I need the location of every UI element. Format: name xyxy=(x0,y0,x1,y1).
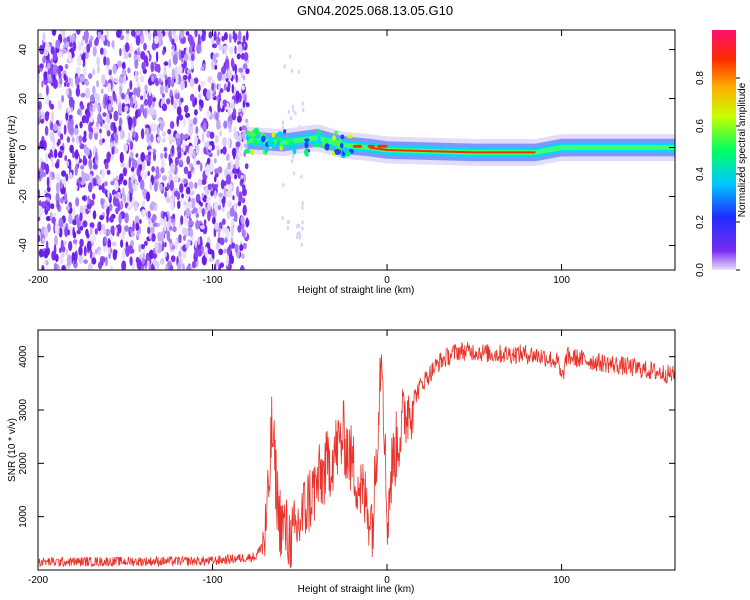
snr-panel: -200 -100 0 100 1000 2000 3000 4000 Height of … xyxy=(7,329,676,595)
signal-band-mid xyxy=(247,132,675,158)
snr-ylabel: SNR (10 * v/v) xyxy=(7,418,18,482)
colorbar-label: Normalized spectral amplitude xyxy=(737,82,748,217)
spectrogram-ylabel: Frequency (Hz) xyxy=(7,116,18,185)
colorbar-tick-label: 0.4 xyxy=(695,167,706,181)
colorbar-tick-label: 0.8 xyxy=(695,71,706,85)
x-tick-label: 0 xyxy=(384,575,390,586)
chart-title: GN04.2025.068.13.05.G10 xyxy=(297,3,453,18)
spectrogram-xlabel: Height of straight line (km) xyxy=(298,285,415,296)
colorbar-tick-label: 0.2 xyxy=(695,215,706,229)
noise-region xyxy=(38,30,305,270)
y-tick-label: 1000 xyxy=(18,505,29,528)
y-tick-label: 40 xyxy=(18,44,29,56)
x-tick-label: -100 xyxy=(203,575,223,586)
y-tick-label: 2000 xyxy=(18,452,29,475)
colorbar-scale xyxy=(712,30,736,270)
y-tick-label: -40 xyxy=(18,238,29,253)
y-tick-label: 3000 xyxy=(18,398,29,421)
x-tick-label: -100 xyxy=(203,275,223,286)
signal-band xyxy=(244,124,675,166)
x-tick-label: 100 xyxy=(553,575,570,586)
colorbar-tick-label: 0.0 xyxy=(695,263,706,277)
y-tick-label: 0 xyxy=(18,144,29,150)
x-tick-label: 0 xyxy=(384,275,390,286)
signal-band-core xyxy=(369,146,536,154)
y-tick-label: 20 xyxy=(18,93,29,105)
signal-band-outer xyxy=(247,128,675,162)
x-tick-label: -200 xyxy=(28,575,48,586)
y-tick-label: 4000 xyxy=(18,345,29,368)
colorbar-tick-label: 0.6 xyxy=(695,119,706,133)
colorbar: 0.0 0.2 0.4 0.6 0.8 Normalized spectral ampl… xyxy=(695,30,748,277)
snr-xlabel: Height of straight line (km) xyxy=(298,584,415,595)
snr-frame xyxy=(37,329,676,571)
x-tick-label: 100 xyxy=(553,275,570,286)
signal-band-inner xyxy=(247,135,675,155)
spectrogram-frame xyxy=(37,29,676,271)
y-tick-label: -20 xyxy=(18,189,29,204)
x-tick-label: -200 xyxy=(28,275,48,286)
snr-series-line xyxy=(38,341,675,569)
